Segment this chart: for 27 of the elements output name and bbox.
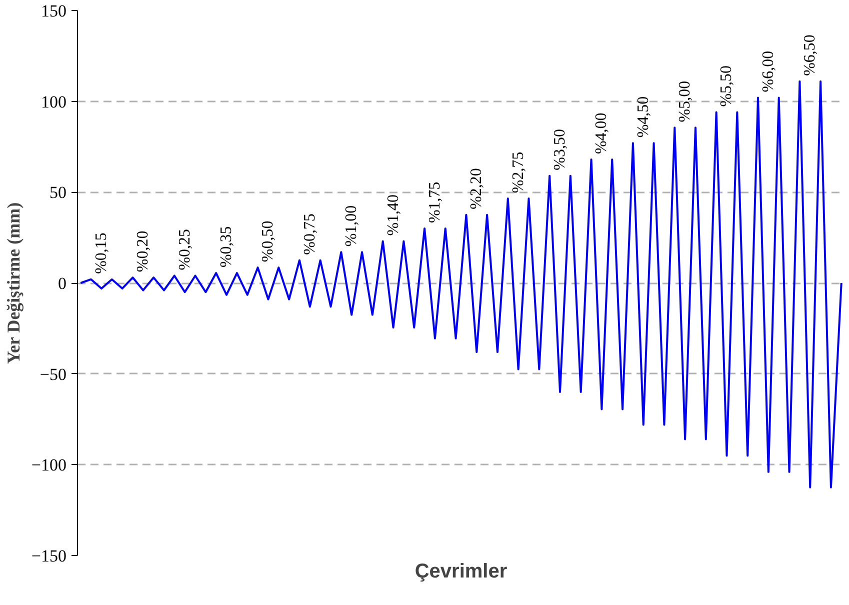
y-tick-label: −50 xyxy=(40,364,67,384)
annotation: %5,50 xyxy=(718,65,736,107)
y-tick-label: 150 xyxy=(41,2,66,20)
y-tick-label: 50 xyxy=(50,183,66,202)
annotation: %0,20 xyxy=(134,230,152,272)
annotation: %4,50 xyxy=(634,96,652,138)
y-tick-label: 100 xyxy=(41,92,66,112)
annotation: %1,75 xyxy=(426,182,444,224)
annotation: %5,00 xyxy=(676,80,694,122)
annotation: %6,50 xyxy=(802,34,819,76)
annotation: %0,75 xyxy=(301,214,318,255)
annotation: %1,40 xyxy=(384,194,402,236)
annotation: %3,50 xyxy=(552,129,568,170)
y-tick-label: −150 xyxy=(31,546,67,566)
y-tick-label: −100 xyxy=(31,456,67,475)
annotation: %0,35 xyxy=(218,226,236,268)
annotation: %4,00 xyxy=(593,112,610,154)
annotation: %0,15 xyxy=(92,232,110,274)
y-axis-title: Yer Değiştirme (mm) xyxy=(3,202,24,364)
x-axis-title: Çevrimler xyxy=(414,560,508,582)
annotation: %0,50 xyxy=(260,220,277,262)
annotation: %2,20 xyxy=(468,168,486,210)
annotation: %0,25 xyxy=(176,228,194,270)
annotation: %1,00 xyxy=(343,205,360,247)
annotation: %2,75 xyxy=(510,152,527,194)
y-tick-label: 0 xyxy=(58,274,66,293)
annotation: %6,00 xyxy=(760,50,777,92)
